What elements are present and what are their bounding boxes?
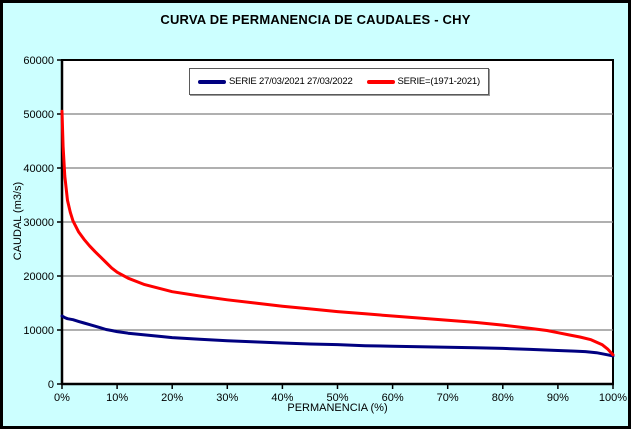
x-tick-label: 100% [599, 392, 627, 404]
x-tick-label: 90% [547, 392, 569, 404]
x-tick-label: 50% [326, 392, 348, 404]
x-tick-label: 60% [382, 392, 404, 404]
series-line-0 [60, 314, 615, 358]
chart-canvas: 0 10000 20000 30000 40000 50000 60000 0% 10% 20% 3… [23, 55, 627, 404]
y-tick-label: 0 [48, 379, 54, 391]
legend-item-serie-1971-2021: SERIE=(1971-2021) [366, 76, 481, 87]
y-tick-label: 60000 [23, 55, 54, 67]
y-tick-label: 10000 [23, 325, 54, 337]
series-line-1 [60, 109, 615, 357]
chart-title: CURVA DE PERMANENCIA DE CAUDALES - CHY [160, 12, 471, 27]
y-axis-title: CAUDAL (m3/s) [12, 181, 24, 261]
x-tick-label: 30% [216, 392, 238, 404]
y-tick-label: 30000 [23, 217, 54, 229]
x-tick-label: 10% [106, 392, 128, 404]
legend-label: SERIE=(1971-2021) [397, 76, 481, 87]
legend-item-serie-2021-2022: SERIE 27/03/2021 27/03/2022 [198, 76, 353, 87]
y-tick-label: 20000 [23, 271, 54, 283]
x-tick-label: 80% [492, 392, 514, 404]
x-tick-label: 20% [161, 392, 183, 404]
y-tick-label: 40000 [23, 163, 54, 175]
y-tick-label: 50000 [23, 109, 54, 121]
x-tick-label: 40% [271, 392, 293, 404]
x-axis-title: PERMANENCIA (%) [287, 402, 388, 414]
x-tick-label: 0% [54, 392, 70, 404]
legend-label: SERIE 27/03/2021 27/03/2022 [229, 76, 353, 87]
red-line-swatch-icon [366, 79, 395, 84]
blue-line-swatch-icon [198, 79, 227, 84]
legend: SERIE 27/03/2021 27/03/2022 SERIE=(1971-… [189, 68, 489, 95]
x-tick-label: 70% [437, 392, 459, 404]
